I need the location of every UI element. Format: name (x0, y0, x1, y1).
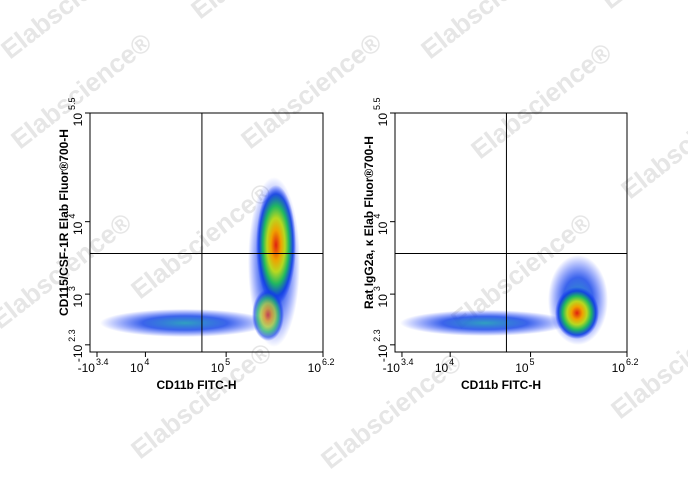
y-tick-label: 10 (71, 294, 85, 308)
y-tick-exp: 3 (67, 286, 77, 291)
x-tick-exp: 3.4 (401, 357, 414, 367)
plots: -10 3.4 10 4 10 5 10 6.2-102.3103104105.5CD11b … (57, 97, 639, 392)
x-axis-label: CD11b FITC-H (156, 378, 236, 392)
tick-base: 10 (515, 361, 529, 375)
tick-base: -10 (383, 361, 401, 375)
x-tick-label: 10 (130, 361, 144, 375)
x-tick-label: 10 (308, 361, 322, 375)
watermarks: Elabscience®Elabscience® Elabscience®Elab… (0, 0, 688, 475)
y-axis-label: Rat IgG2a, κ Elab Fluor®700-H (362, 136, 376, 309)
y-tick-exp: 2.3 (67, 329, 77, 342)
x-tick-exp: 6.2 (626, 357, 639, 367)
x-tick-label: 10 (435, 361, 449, 375)
x-axis-label: CD11b FITC-H (461, 378, 541, 392)
y-tick-label: 10 (71, 221, 85, 235)
y-tick-exp: 4 (372, 214, 382, 219)
y-tick-exp: 2.3 (372, 329, 382, 342)
y-tick-label: -10 (71, 345, 85, 363)
tick-base: 10 (612, 361, 626, 375)
tick-base: 10 (211, 361, 225, 375)
x-tick-label: -10 (78, 361, 96, 375)
watermark: Elabscience® (615, 77, 688, 205)
watermark: Elabscience® (415, 0, 567, 65)
y-tick-exp: 5.5 (67, 97, 77, 110)
x-tick-label: -10 (383, 361, 401, 375)
watermark: Elabscience® (595, 0, 688, 15)
x-tick-exp: 4 (144, 357, 149, 367)
x-tick-exp: 3.4 (96, 357, 109, 367)
x-tick-label: 10 (211, 361, 225, 375)
tick-base: 10 (130, 361, 144, 375)
plot-frame (394, 112, 628, 353)
y-tick-exp: 4 (67, 214, 77, 219)
tick-base: -10 (78, 361, 96, 375)
x-tick-exp: 5 (225, 357, 230, 367)
y-tick-label: -10 (376, 345, 390, 363)
x-tick-exp: 5 (530, 357, 535, 367)
y-tick-label: 10 (376, 294, 390, 308)
x-tick-exp: 4 (449, 357, 454, 367)
density-cloud (100, 177, 608, 347)
watermark: Elabscience® (235, 27, 387, 155)
watermark: Elabscience® (125, 337, 277, 465)
y-tick-exp: 5.5 (372, 97, 382, 110)
tick-base: 10 (308, 361, 322, 375)
tick-base: 10 (435, 361, 449, 375)
watermark: Elabscience® (465, 37, 617, 165)
x-tick-label: 10 (515, 361, 529, 375)
y-tick-label: 10 (376, 221, 390, 235)
y-tick-label: 10 (71, 113, 85, 127)
plot-frame (89, 112, 324, 353)
watermark: Elabscience® (185, 0, 337, 25)
x-tick-exp: 6.2 (322, 357, 335, 367)
y-axis-label: CD115/CSF-1R Elab Fluor®700-H (57, 129, 71, 316)
y-tick-exp: 3 (372, 286, 382, 291)
x-tick-label: 10 (612, 361, 626, 375)
y-tick-label: 10 (376, 113, 390, 127)
